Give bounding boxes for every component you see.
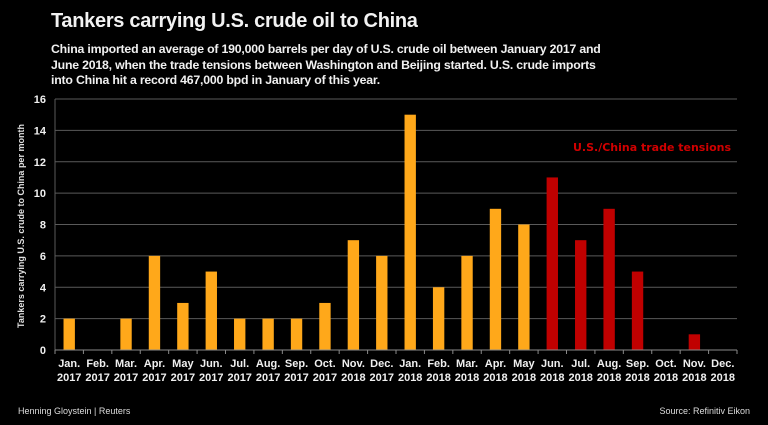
x-tick-label-month: Aug. [597,358,621,370]
x-tick-label-year: 2018 [568,372,592,384]
bar [148,255,161,350]
bar [461,255,473,350]
x-tick-label-year: 2018 [540,372,564,384]
x-tick-label-month: Jan. [58,358,80,370]
x-tick-label-year: 2017 [284,372,308,384]
y-tick-label: 2 [40,314,46,326]
x-tick-label-year: 2018 [682,372,706,384]
x-tick-label-month: Jan. [399,358,421,370]
y-tick-label: 16 [34,94,46,106]
y-tick-label: 4 [40,282,47,294]
y-axis-label: Tankers carrying U.S. crude to China per… [16,124,26,328]
x-tick-label-year: 2017 [85,372,109,384]
x-axis-ticks: Jan. 2017 Feb. 2017 Mar. 2017 Apr. 2017 May 2017 J… [57,358,735,384]
x-tick-label-month: Mar. [115,358,137,370]
x-tick-label-month: Sep. [626,358,649,370]
x-tick-label-year: 2018 [597,372,621,384]
y-tick-label: 0 [40,345,46,357]
x-tick-label-year: 2018 [512,372,536,384]
x-tick-label-year: 2017 [171,372,195,384]
bar [603,208,615,350]
x-tick-label-year: 2017 [199,372,223,384]
gridlines [54,98,737,350]
bar [319,302,331,350]
bar [63,318,75,350]
bar [404,114,416,350]
x-axis [54,349,738,354]
x-tick-label-month: May [172,358,194,370]
x-tick-label-year: 2017 [256,372,280,384]
x-tick-label-month: Jul. [230,358,249,370]
y-axis-ticks: 0 2 4 6 8 10 12 14 16 [34,94,47,357]
x-tick-label-year: 2017 [57,372,81,384]
x-tick-label-month: Mar. [456,358,478,370]
bar [120,318,132,350]
bar [205,271,217,350]
bar [489,208,502,350]
x-tick-label-month: Apr. [144,358,165,370]
y-tick-label: 14 [34,125,47,137]
bar [347,240,360,350]
bar [290,318,303,350]
x-tick-label-month: Sep. [285,358,308,370]
x-tick-label-month: Dec. [711,358,734,370]
x-tick-label-month: Jun. [200,358,223,370]
x-tick-label-month: Oct. [314,358,335,370]
x-tick-label-month: May [513,358,535,370]
x-tick-label-month: Jul. [571,358,590,370]
x-tick-label-year: 2018 [711,372,735,384]
x-tick-label-month: Feb. [86,358,109,370]
x-tick-label-month: Oct. [655,358,676,370]
bar [688,334,701,350]
x-tick-label-month: Apr. [485,358,506,370]
x-tick-label-month: Nov. [683,358,706,370]
x-tick-label-year: 2017 [142,372,166,384]
chart-subtitle: China imported an average of 190,000 bar… [51,42,601,87]
x-tick-label-month: Feb. [427,358,450,370]
bar [262,318,274,350]
bar [234,318,246,350]
x-tick-label-year: 2018 [426,372,450,384]
bar [376,255,388,350]
x-tick-label-year: 2017 [227,372,251,384]
x-tick-label-year: 2018 [341,372,365,384]
x-tick-label-year: 2018 [625,372,649,384]
bar [546,177,558,350]
source-text: Source: Refinitiv Eikon [659,406,750,416]
bar [518,224,530,350]
x-tick-label-month: Jun. [541,358,564,370]
trade-tensions-annotation: U.S./China trade tensions [573,141,732,154]
x-tick-label-month: Nov. [342,358,365,370]
x-tick-label-year: 2017 [370,372,394,384]
x-tick-label-month: Dec. [370,358,393,370]
x-tick-label-month: Aug. [256,358,280,370]
bar [575,240,587,350]
x-tick-label-year: 2017 [114,372,138,384]
x-tick-label-year: 2018 [398,372,422,384]
y-tick-label: 8 [40,220,46,232]
x-tick-label-year: 2017 [313,372,337,384]
x-tick-label-year: 2018 [654,372,678,384]
bar [432,287,445,350]
bar [177,302,189,350]
y-tick-label: 10 [34,188,46,200]
y-tick-label: 12 [34,157,46,169]
x-tick-label-year: 2018 [483,372,507,384]
x-tick-label-year: 2018 [455,372,479,384]
bars [63,114,701,350]
bar [631,271,644,350]
credit-text: Henning Gloystein | Reuters [18,406,131,416]
chart-title: Tankers carrying U.S. crude oil to China [51,10,418,32]
y-tick-label: 6 [40,251,46,263]
